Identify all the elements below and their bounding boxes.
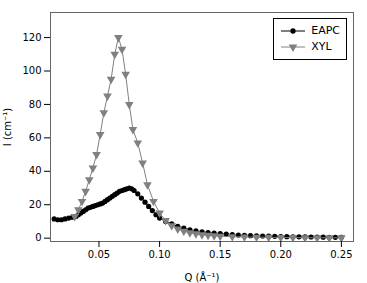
svg-text:40: 40	[29, 165, 42, 176]
svg-text:0: 0	[35, 232, 41, 243]
svg-text:I (cm⁻¹): I (cm⁻¹)	[2, 108, 13, 147]
svg-text:0.20: 0.20	[270, 249, 292, 260]
svg-text:120: 120	[22, 32, 41, 43]
svg-text:Q (Å⁻¹): Q (Å⁻¹)	[185, 271, 220, 283]
svg-text:60: 60	[29, 132, 42, 143]
svg-text:0.10: 0.10	[148, 249, 170, 260]
html-text:XYL: XYL	[311, 40, 332, 53]
svg-text:0.25: 0.25	[330, 249, 352, 260]
svg-text:0.05: 0.05	[88, 249, 110, 260]
svg-text:20: 20	[29, 199, 42, 210]
svg-text:0.15: 0.15	[209, 249, 231, 260]
html-text:EAPC: EAPC	[311, 24, 340, 37]
svg-text:80: 80	[29, 99, 42, 110]
svg-text:100: 100	[22, 65, 41, 76]
